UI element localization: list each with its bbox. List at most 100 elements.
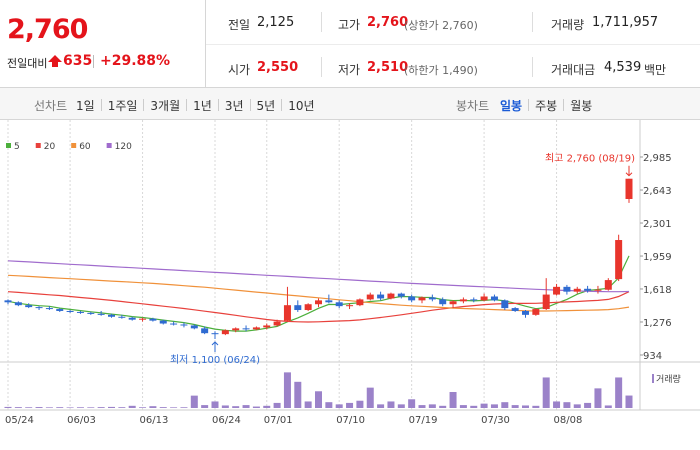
legend-swatch [35, 143, 41, 148]
volume-bar [232, 406, 240, 408]
legend-label: 거래량 [656, 373, 681, 385]
y-tick-label: 1,276 [643, 318, 672, 329]
candle-body [563, 286, 571, 292]
moving-average [7, 255, 630, 332]
x-tick-label: 06/24 [212, 415, 241, 426]
candle-body [501, 300, 509, 309]
tab[interactable]: 1주일 [107, 99, 138, 113]
legend-label: 20 [44, 142, 56, 152]
tab[interactable]: 5년 [256, 99, 276, 113]
candle-body [56, 309, 64, 311]
tab-group-label: 선차트 [34, 99, 68, 113]
trade-value-label: 거래대금 [551, 63, 596, 77]
candle-body [532, 309, 540, 315]
y-tick-label: 1,959 [643, 252, 672, 263]
volume-bar [604, 405, 612, 408]
candle-body [490, 296, 498, 301]
tab[interactable]: 주봉 [535, 99, 558, 113]
candle-body [346, 305, 354, 307]
volume-bar [45, 407, 53, 408]
change-rate: +29.88% [100, 53, 171, 69]
x-tick-label: 07/30 [481, 415, 510, 426]
low-label: 저가 [338, 63, 361, 77]
volume-bar [335, 404, 343, 408]
legend-label: 60 [79, 142, 91, 152]
candle-body [263, 325, 271, 328]
tab[interactable]: 3년 [224, 99, 244, 113]
legend-label: 5 [14, 142, 20, 152]
volume-bar [159, 407, 167, 408]
price: 2,760 [7, 14, 88, 45]
volume-bar [242, 405, 250, 408]
tab[interactable]: 3개월 [150, 99, 181, 113]
x-tick-label: 07/19 [409, 415, 438, 426]
divider [532, 12, 533, 32]
candle-body [128, 317, 136, 320]
x-tick-label: 06/13 [140, 415, 169, 426]
candle-body [159, 320, 167, 324]
candle-body [180, 324, 188, 326]
max-annotation: 최고 2,760 (08/19) [545, 153, 635, 165]
volume-bar [418, 405, 426, 408]
tab-list: 일봉 주봉 월봉 [500, 97, 592, 114]
tab[interactable]: 월봉 [570, 99, 593, 113]
tab-separator [217, 99, 219, 111]
volume-bar [501, 402, 509, 408]
lower-limit: (하한가 1,490) [404, 64, 478, 77]
annotation-arrowhead [211, 341, 219, 346]
tab-group-label: 봉차트 [456, 99, 490, 113]
candle-body [325, 300, 333, 303]
volume-bar [511, 405, 519, 408]
volume-bar [459, 405, 467, 408]
candle-body [190, 325, 198, 329]
tab[interactable]: 일봉 [500, 99, 523, 113]
volume-bar [263, 405, 271, 408]
candle-body [97, 313, 105, 315]
candle-body [397, 293, 405, 297]
candle-body [118, 316, 126, 318]
volume-bar [449, 392, 457, 408]
header: 2,760 전일대비 635 +29.88% 전일 2,125 고가 2,760… [0, 0, 700, 88]
tab-separator [249, 99, 251, 111]
volume-bar [377, 404, 385, 408]
chart: 934 1,276 1,618 1,959 2,301 2,643 2,985 05/24 06… [0, 120, 700, 426]
legend-swatch [6, 143, 11, 148]
y-tick-label: 1,618 [643, 285, 672, 296]
tab[interactable]: 10년 [288, 99, 315, 113]
tab-separator [186, 99, 188, 111]
volume-bar [149, 406, 157, 408]
volume-bar [118, 407, 126, 408]
tab-separator [528, 99, 530, 111]
candle-body [4, 300, 12, 303]
legend-label: 120 [115, 142, 132, 152]
volume-bar [170, 407, 178, 408]
high-label: 고가 [338, 18, 361, 32]
volume-bar [56, 407, 64, 408]
moving-average [7, 291, 630, 323]
candle-body [45, 308, 53, 310]
tab[interactable]: 1일 [76, 99, 95, 113]
candle-body [594, 289, 602, 291]
y-tick-label: 2,301 [643, 219, 672, 230]
volume-bar [273, 402, 281, 408]
volume-bar [97, 407, 105, 408]
x-tick-label: 08/08 [554, 415, 583, 426]
candle-body [14, 302, 22, 306]
volume-bar [180, 407, 188, 408]
legend-swatch [652, 374, 654, 383]
tab-bar: 선차트 1일 1주일 3개월 1년 3년 5년 10년 봉차트 일봉 주봉 월봉 [0, 88, 700, 120]
candle-body [304, 304, 312, 311]
volume-bar [76, 407, 84, 408]
tab[interactable]: 1년 [193, 99, 212, 113]
legend-swatch [71, 143, 77, 148]
candle-body [387, 293, 395, 299]
candle-body [232, 328, 240, 331]
candle-body [449, 301, 457, 305]
moving-average [7, 260, 630, 293]
candle-body [242, 328, 250, 330]
volume-bar [573, 404, 581, 408]
volume-bar [522, 405, 529, 408]
tab-separator [100, 99, 102, 111]
divider [321, 12, 322, 32]
